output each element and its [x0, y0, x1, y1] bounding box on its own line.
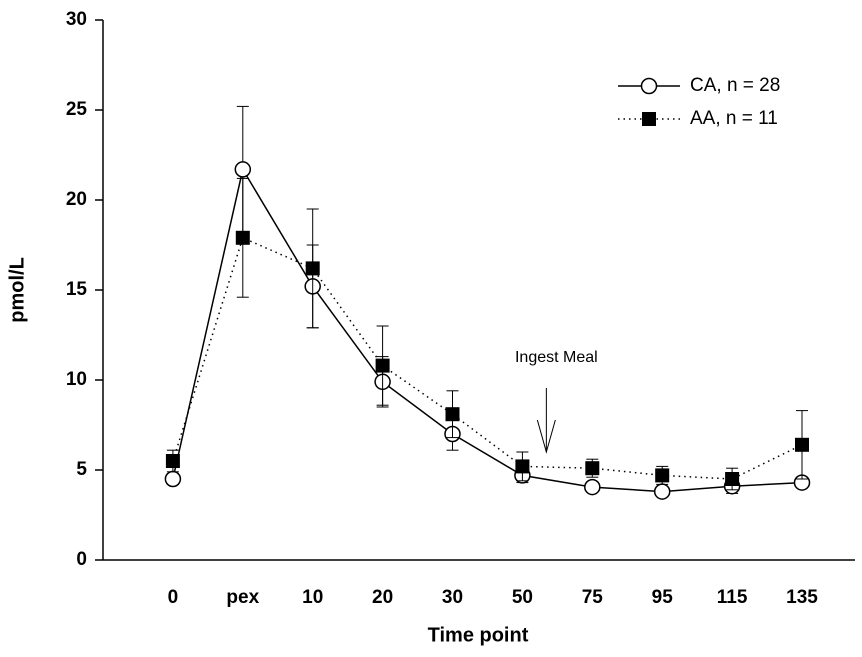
legend-label: AA, n = 11 [690, 108, 778, 129]
x-tick-label: 95 [652, 587, 674, 608]
y-tick-label: 20 [66, 189, 87, 210]
legend-marker [642, 112, 656, 126]
y-tick-label: 25 [66, 99, 88, 120]
y-tick-label: 10 [66, 369, 87, 390]
marker [164, 470, 182, 488]
marker [584, 478, 601, 496]
marker [305, 261, 320, 276]
marker [655, 468, 670, 483]
x-tick-label: 0 [168, 587, 179, 608]
x-tick-label: 10 [302, 587, 323, 608]
marker [235, 230, 250, 245]
series-line [172, 167, 803, 493]
marker [653, 483, 671, 500]
x-tick-label: 20 [372, 587, 393, 608]
y-tick-label: 0 [76, 549, 87, 570]
marker [445, 407, 460, 422]
marker [234, 161, 252, 178]
x-tick-label: 50 [512, 587, 533, 608]
legend-label: CA, n = 28 [690, 75, 780, 96]
annotation-arrowhead [536, 419, 556, 454]
marker [725, 472, 740, 486]
x-tick-label: 30 [442, 587, 463, 608]
marker [165, 454, 180, 468]
x-tick-label: pex [226, 587, 259, 608]
y-tick-label: 5 [76, 459, 87, 480]
marker [375, 358, 390, 373]
x-axis-label: Time point [428, 624, 529, 646]
series-line [172, 236, 803, 480]
x-tick-label: 135 [786, 587, 818, 608]
y-tick-label: 15 [66, 279, 88, 300]
x-tick-label: 75 [582, 587, 604, 608]
marker [515, 459, 530, 474]
y-tick-label: 30 [66, 9, 87, 30]
marker [795, 437, 809, 452]
marker [585, 461, 600, 476]
x-tick-label: 115 [717, 587, 748, 608]
y-axis-label: pmol/L [6, 257, 28, 323]
legend-marker [640, 77, 658, 95]
annotation: Ingest Meal [515, 349, 598, 366]
